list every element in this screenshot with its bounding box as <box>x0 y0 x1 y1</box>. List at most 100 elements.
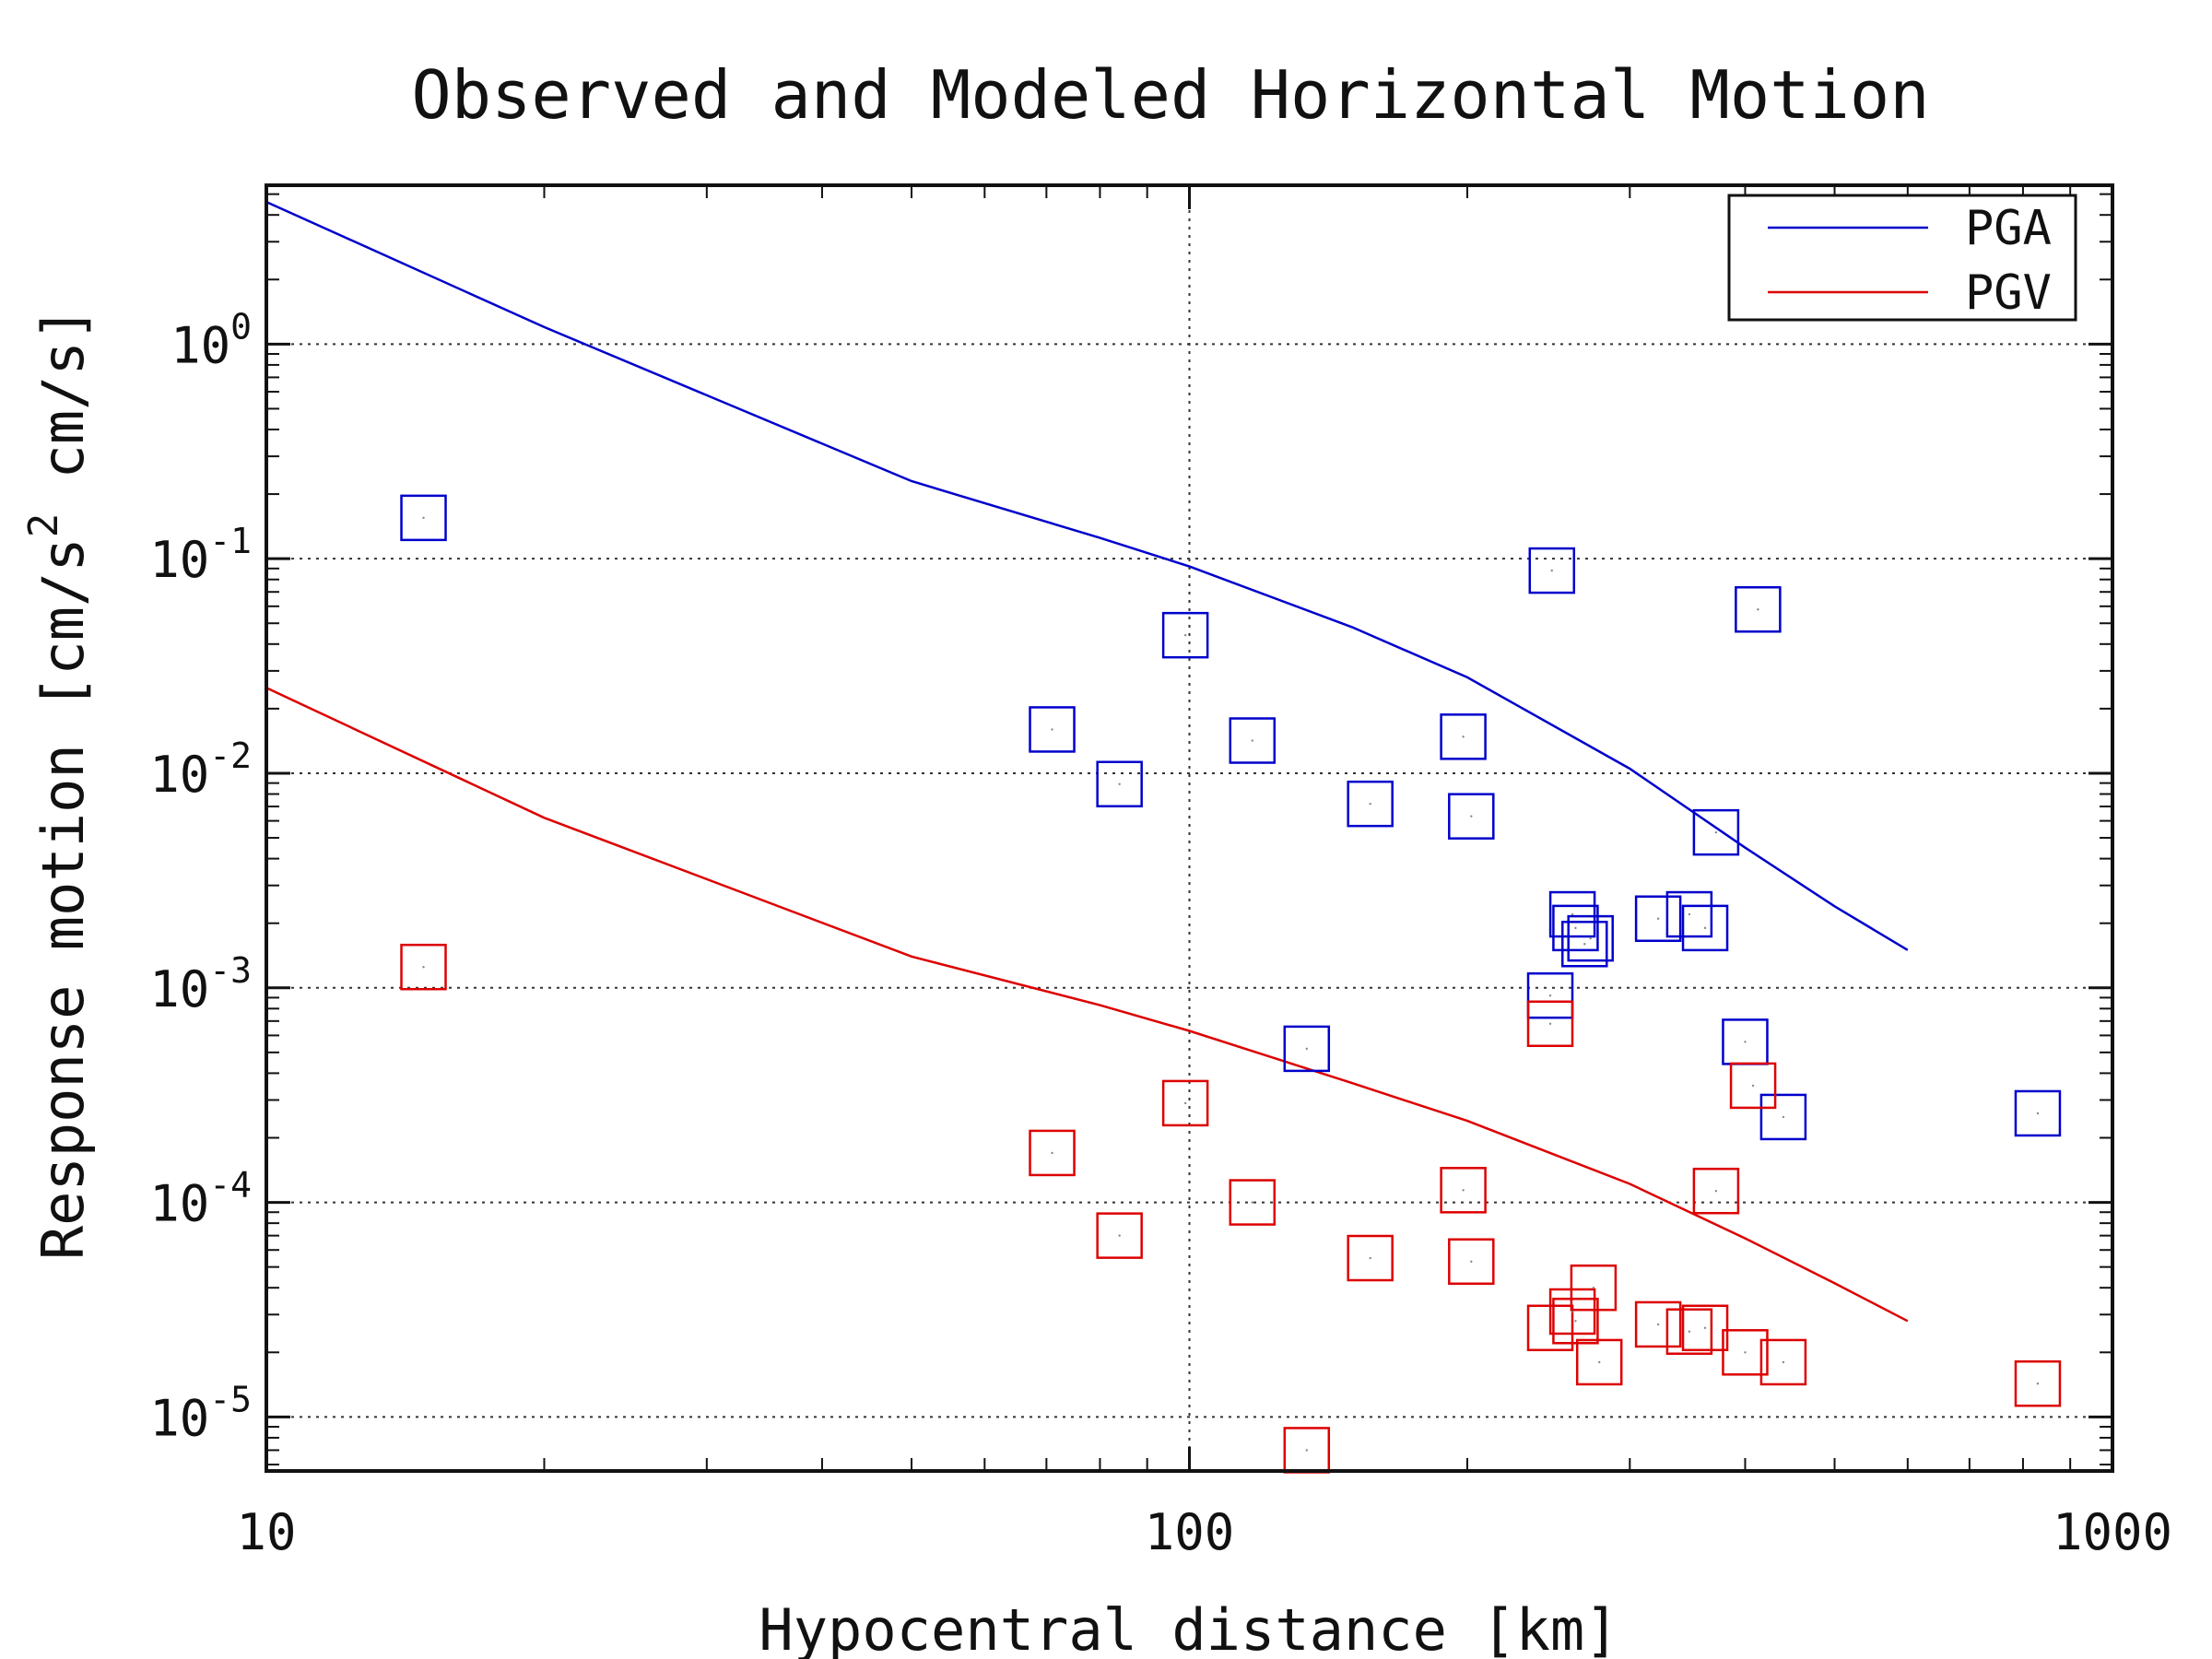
observed-point-center-pga <box>422 516 425 520</box>
observed-point-center-pga <box>1470 815 1473 818</box>
x-tick-label: 100 <box>1145 1503 1235 1561</box>
y-tick-label-base: 10 <box>149 960 209 1018</box>
y-tick-label-exponent: -2 <box>209 735 252 776</box>
observed-point-center-pgv <box>2036 1382 2040 1385</box>
y-tick-label-base: 10 <box>149 746 209 804</box>
observed-point-center-pga <box>1744 1041 1747 1043</box>
y-tick-label: 10-3 <box>149 950 252 1018</box>
y-tick-label-base: 10 <box>149 1175 209 1233</box>
observed-point-pgv <box>1692 1167 1740 1215</box>
observed-point-center-pga <box>1656 917 1660 920</box>
observed-point-pgv <box>400 943 447 991</box>
observed-point-center-pga <box>1757 608 1759 611</box>
observed-point-center-pga <box>1548 994 1552 997</box>
y-tick-label: 100 <box>171 306 252 374</box>
observed-point-pga <box>1161 611 1209 659</box>
observed-point-center-pgv <box>1369 1256 1371 1260</box>
observed-point-center-pga <box>1183 633 1187 637</box>
observed-point-pgv <box>1448 1238 1495 1286</box>
observed-point-pgv <box>1575 1338 1623 1386</box>
y-tick-label-exponent: -4 <box>209 1165 252 1206</box>
y-tick-label: 10-2 <box>149 735 252 804</box>
x-tick-label: 10 <box>236 1503 296 1561</box>
observed-point-center-pga <box>1305 1047 1308 1051</box>
observed-point-pgv <box>1096 1212 1143 1259</box>
observed-point-pgv <box>1634 1300 1682 1348</box>
observed-point-pga <box>400 494 447 542</box>
observed-point-center-pgv <box>1688 1330 1691 1333</box>
observed-point-pga <box>1029 706 1076 753</box>
grid-layer <box>266 185 2112 1471</box>
observed-point-pga <box>2014 1089 2062 1137</box>
model-line-pgv <box>265 687 1909 1323</box>
y-tick-label-exponent: -5 <box>209 1379 252 1419</box>
observed-point-pga <box>1229 717 1277 764</box>
observed-point-center-pga <box>1051 728 1053 731</box>
y-tick-label: 10-4 <box>149 1165 252 1233</box>
observed-point-center-pga <box>1550 569 1553 572</box>
y-tick-label-exponent: -3 <box>209 950 252 991</box>
observed-point-pga <box>1665 890 1713 938</box>
observed-point-center-pgv <box>1462 1189 1465 1192</box>
y-axis-label-superscript: 2 <box>20 513 67 538</box>
legend: PGA PGV <box>1727 194 2077 322</box>
observed-point-center-pgv <box>1782 1360 1785 1364</box>
observed-point-center-pgv <box>1592 1287 1595 1289</box>
y-tick-label-base: 10 <box>149 1389 209 1447</box>
observed-point-pgv <box>1570 1264 1618 1312</box>
observed-point-pga <box>1526 971 1574 1019</box>
y-tick-label-base: 10 <box>171 316 230 374</box>
observed-point-center-pga <box>2036 1112 2040 1115</box>
observed-point-center-pgv <box>1714 1190 1718 1193</box>
observed-point-pga <box>1552 904 1599 952</box>
observed-point-pgv <box>1665 1308 1713 1355</box>
observed-point-pgv <box>1759 1338 1807 1386</box>
observed-point-center-pgv <box>1305 1449 1308 1452</box>
y-tick-label-base: 10 <box>149 531 209 589</box>
observed-point-pga <box>1759 1093 1807 1141</box>
chart-title: Observed and Modeled Horizontal Motion <box>411 56 1929 134</box>
observed-point-pga <box>1347 780 1394 828</box>
observed-point-center-pga <box>1583 943 1586 946</box>
observed-point-pgv <box>1722 1329 1769 1376</box>
observed-point-pga <box>1096 760 1143 807</box>
observed-point-center-pga <box>1703 926 1707 930</box>
x-axis-label: Hypocentral distance [km] <box>759 1596 1618 1659</box>
observed-point-pga <box>1528 547 1576 594</box>
observed-point-pga <box>1634 895 1682 943</box>
observed-point-pga <box>1692 808 1740 856</box>
observed-point-center-pga <box>1118 782 1121 785</box>
y-axis-label: Response motion [cm/s2 cm/s] <box>20 307 97 1260</box>
observed-point-center-pga <box>1462 735 1465 738</box>
observed-point-pga <box>1681 904 1729 952</box>
observed-point-center-pgv <box>1183 1101 1187 1105</box>
observed-point-pga <box>1283 1025 1331 1073</box>
y-axis-label-suffix: cm/s] <box>29 307 97 513</box>
y-axis-label-prefix: Response motion [cm/s <box>29 537 97 1260</box>
observed-point-center-pgv <box>1251 1201 1253 1204</box>
observed-point-center-pgv <box>1051 1151 1053 1155</box>
legend-label-pga: PGA <box>1965 201 2052 256</box>
observed-point-pgv <box>1552 1298 1599 1345</box>
observed-point-pga <box>1440 713 1487 760</box>
observed-point-center-pga <box>1782 1115 1785 1119</box>
observed-point-pga <box>1735 585 1782 633</box>
y-tick-label: 10-5 <box>149 1379 252 1447</box>
y-tick-label-exponent: -1 <box>209 521 252 561</box>
observed-point-pga <box>1448 793 1495 840</box>
observed-point-pga <box>1548 890 1596 938</box>
legend-box <box>1727 194 2077 322</box>
observed-point-center-pga <box>1369 802 1371 806</box>
observed-point-pgv <box>1526 1000 1574 1048</box>
observed-point-center-pga <box>1571 912 1574 916</box>
observed-point-pgv <box>1440 1167 1487 1214</box>
model-line-pga <box>265 200 1909 951</box>
observed-point-center-pgv <box>1656 1323 1660 1326</box>
observed-point-center-pga <box>1251 739 1253 742</box>
observed-point-pga <box>1567 914 1614 962</box>
x-tick-label: 1000 <box>2053 1503 2172 1561</box>
observed-point-pgv <box>1347 1234 1394 1282</box>
observed-point-center-pga <box>1574 926 1577 930</box>
observed-point-center-pgv <box>1470 1260 1473 1263</box>
